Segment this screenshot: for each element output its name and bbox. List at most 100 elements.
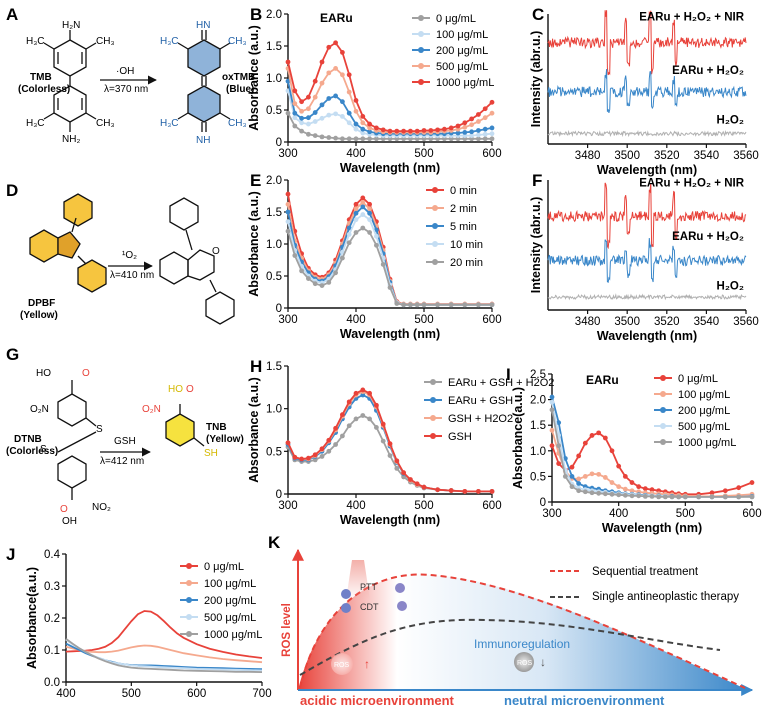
data-point: [476, 112, 481, 117]
data-point: [333, 111, 338, 117]
immunoregulation-label: Immunoregulation: [474, 637, 570, 651]
data-point: [312, 133, 318, 139]
sequential-curve: [299, 573, 746, 689]
data-point: [709, 490, 715, 496]
data-point: [589, 490, 595, 496]
data-point: [609, 480, 615, 485]
data-point: [346, 72, 352, 78]
y-tick-label: 0: [540, 497, 546, 509]
x-tick-label: 500: [414, 500, 433, 512]
data-point: [649, 487, 655, 493]
data-point: [616, 463, 622, 469]
data-point: [319, 59, 325, 65]
data-point: [374, 402, 379, 408]
data-point: [346, 225, 352, 231]
data-point: [333, 135, 338, 141]
legend-label: 200 μg/mL: [204, 595, 256, 607]
data-point: [435, 127, 440, 133]
data-point: [319, 102, 325, 108]
legend-label: 1000 μg/mL: [436, 77, 494, 89]
data-point: [387, 128, 393, 134]
panel-letter-d: D: [6, 181, 18, 200]
data-point: [306, 121, 311, 127]
data-point: [333, 66, 338, 71]
data-point: [749, 494, 755, 500]
oxtmb-state: (Blue): [226, 84, 254, 95]
data-point: [489, 125, 495, 131]
data-point: [596, 471, 602, 477]
x-tick-label: 3520: [654, 150, 680, 162]
x-tick-label: 3540: [694, 150, 720, 162]
oxtmb-h3c-bottom: H₃C: [160, 118, 179, 129]
data-point: [360, 392, 366, 398]
y-tick-label: 0.1: [44, 645, 60, 657]
data-point: [582, 440, 588, 446]
y-axis-label: Intensity (abr.u.): [529, 31, 543, 128]
data-point: [326, 448, 332, 454]
dtnb-no2: NO₂: [92, 502, 111, 513]
data-point: [326, 280, 332, 285]
data-point: [306, 455, 311, 461]
data-point: [455, 123, 461, 129]
legend-marker: [430, 433, 436, 439]
data-point: [387, 441, 393, 447]
legend-marker: [660, 423, 666, 429]
panel-letter-h: H: [250, 357, 262, 376]
tnb-o: O: [186, 384, 194, 395]
x-tick-label: 400: [56, 688, 75, 700]
data-point: [353, 416, 359, 422]
data-point: [442, 126, 447, 132]
legend-label: 200 μg/mL: [436, 45, 488, 57]
y-tick-label: 1.0: [530, 446, 546, 458]
oxtmb-name: oxTMB: [222, 72, 255, 83]
data-point: [380, 127, 386, 133]
data-point: [394, 466, 400, 471]
data-point: [462, 130, 468, 135]
data-point: [394, 458, 400, 464]
data-point: [469, 116, 474, 122]
x-tick-label: 600: [187, 688, 206, 700]
spectrum-label-2: H₂O₂: [717, 115, 744, 127]
legend-label: 10 min: [450, 239, 483, 251]
data-point: [319, 446, 325, 452]
panel-letter-c: C: [532, 5, 544, 24]
data-point: [669, 494, 675, 500]
legend-marker: [418, 47, 424, 53]
data-point: [306, 131, 311, 137]
data-point: [360, 413, 366, 418]
data-point: [346, 120, 352, 126]
data-point: [333, 270, 338, 276]
reagent-gsh: GSH: [114, 436, 136, 447]
panel-d-scheme: D DPBF (Yellow) ¹O₂ λ=410 nm O: [6, 181, 235, 325]
data-point: [285, 78, 291, 84]
data-point: [292, 110, 298, 116]
nanoparticle-4-icon: [397, 601, 407, 611]
data-point: [602, 491, 608, 497]
data-point: [387, 453, 393, 458]
chart-j: J 400 500 600 700 0.0 0.1 0.2 0.3 0.4 Absorbance(a…: [6, 545, 272, 700]
data-point: [340, 114, 345, 119]
data-point: [360, 225, 366, 231]
series-line-1: [547, 237, 747, 284]
data-point: [360, 126, 366, 132]
data-point: [326, 96, 332, 101]
data-point: [489, 99, 495, 105]
data-point: [299, 115, 304, 121]
data-point: [414, 481, 420, 487]
ros-red-bubble: [331, 653, 353, 675]
legend-marker: [186, 597, 192, 603]
ros-grey-label: ROS: [517, 660, 533, 667]
series-line-0: [547, 10, 747, 76]
data-point: [656, 494, 662, 500]
legend: EARu + GSH + H2O2 EARu + GSH GSH + H2O2 GSH: [424, 377, 554, 443]
data-point: [346, 423, 352, 429]
data-point: [326, 437, 332, 443]
data-point: [353, 201, 359, 207]
x-tick-label: 3520: [654, 316, 680, 328]
legend-marker: [186, 563, 192, 569]
data-point: [616, 484, 622, 490]
data-point: [556, 420, 562, 426]
data-point: [469, 122, 474, 128]
panel-letter-a: A: [6, 5, 18, 24]
